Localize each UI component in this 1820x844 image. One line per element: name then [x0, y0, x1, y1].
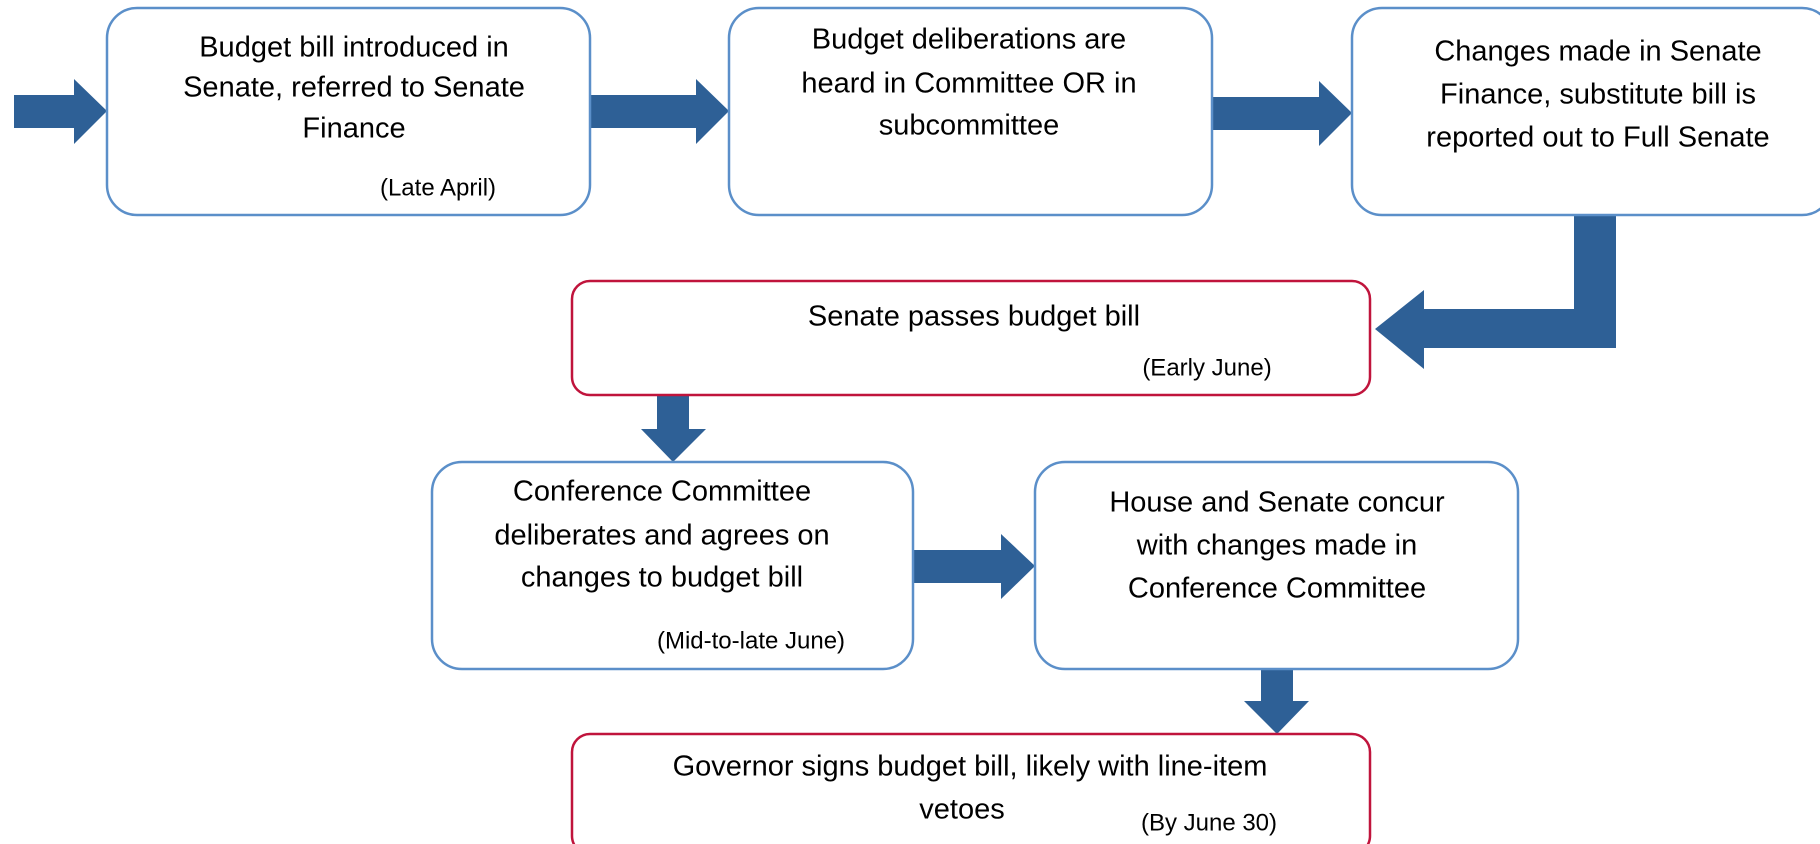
step-text: reported out to Full Senate — [1426, 122, 1769, 154]
step-note: (Late April) — [380, 174, 496, 201]
step-box — [1033, 460, 1520, 671]
step-text: Finance — [302, 113, 405, 145]
arrow — [641, 395, 706, 462]
milestone-box — [570, 732, 1372, 844]
step-text: heard in Committee OR in — [801, 68, 1136, 100]
step-box — [727, 6, 1214, 217]
step-text: vetoes — [919, 794, 1004, 826]
arrow — [590, 79, 729, 144]
step-note: (Early June) — [1142, 354, 1271, 381]
step-box — [105, 6, 592, 217]
arrow — [14, 79, 107, 144]
step-text: deliberates and agrees on — [494, 520, 829, 552]
arrow — [1244, 669, 1309, 734]
step-box — [1350, 6, 1820, 217]
arrow — [913, 534, 1035, 599]
arrow — [1212, 81, 1352, 146]
step-text: Conference Committee — [513, 476, 811, 508]
step-text: Finance, substitute bill is — [1440, 79, 1756, 111]
step-text: Changes made in Senate — [1434, 36, 1761, 68]
step-text: with changes made in — [1136, 530, 1418, 562]
step-text: subcommittee — [879, 110, 1060, 142]
arrow — [1375, 215, 1616, 369]
step-text: Senate passes budget bill — [808, 301, 1140, 333]
step-note: (By June 30) — [1141, 809, 1277, 836]
step-text: Senate, referred to Senate — [183, 72, 525, 104]
step-text: Budget deliberations are — [812, 24, 1126, 56]
step-text: Governor signs budget bill, likely with … — [673, 751, 1268, 783]
step-text: House and Senate concur — [1109, 487, 1445, 519]
milestone-box — [570, 279, 1372, 397]
step-text: Conference Committee — [1128, 573, 1426, 605]
step-text: Budget bill introduced in — [199, 32, 509, 64]
step-box — [430, 460, 915, 671]
step-text: changes to budget bill — [521, 562, 803, 594]
step-note: (Mid-to-late June) — [657, 627, 845, 654]
